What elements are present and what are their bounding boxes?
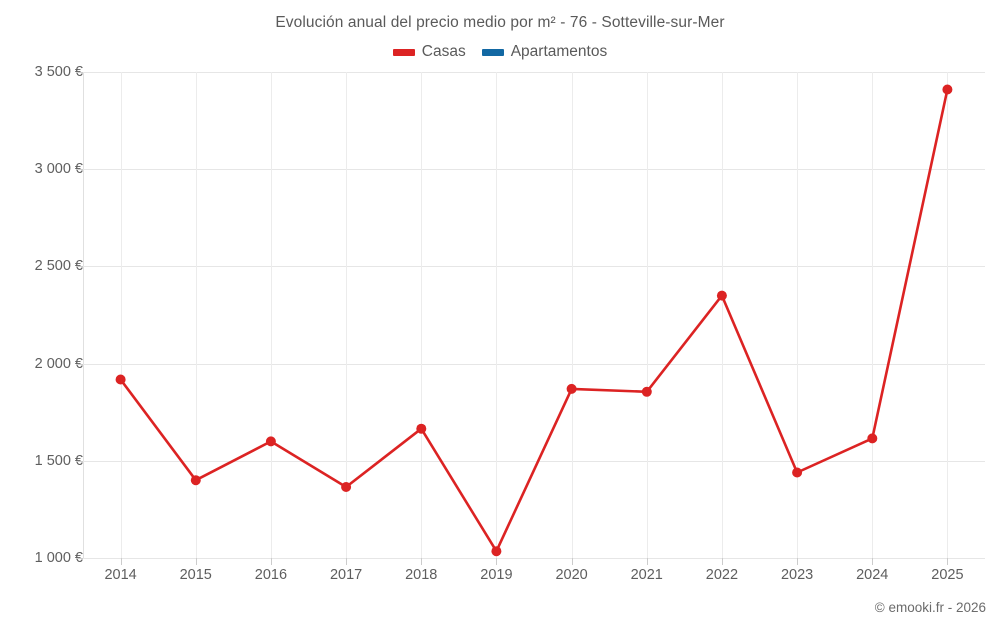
y-tick-label: 2 500 € <box>34 258 83 275</box>
x-gridline <box>496 72 498 558</box>
x-tick-mark <box>571 558 573 565</box>
x-tick-mark <box>872 558 874 565</box>
data-point[interactable] <box>491 546 502 557</box>
data-point[interactable] <box>115 374 126 385</box>
x-tick-mark <box>346 558 348 565</box>
x-gridline <box>270 72 272 558</box>
x-tick-mark <box>270 558 272 565</box>
y-tick-mark <box>76 363 83 365</box>
y-tick-mark <box>76 169 83 171</box>
y-tick-label: 1 000 € <box>34 550 83 566</box>
x-gridline <box>346 72 348 558</box>
x-tick-mark <box>797 558 799 565</box>
x-tick-label: 2019 <box>480 567 513 583</box>
data-point[interactable] <box>792 467 803 478</box>
y-gridline <box>83 169 985 171</box>
y-tick-mark <box>76 460 83 462</box>
x-tick-label: 2015 <box>179 567 212 583</box>
x-tick-label: 2025 <box>931 567 964 583</box>
x-gridline <box>646 72 648 558</box>
y-gridline <box>83 558 985 559</box>
footer-credit: © emooki.fr - 2026 <box>874 600 986 615</box>
x-tick-mark <box>195 558 197 565</box>
y-gridline <box>83 460 985 462</box>
x-tick-mark <box>496 558 498 565</box>
x-gridline <box>571 72 573 558</box>
chart-title: Evolución anual del precio medio por m² … <box>275 14 725 31</box>
y-tick-label: 3 500 € <box>34 64 83 80</box>
x-tick-label: 2024 <box>856 567 889 583</box>
data-point[interactable] <box>641 386 652 397</box>
y-gridline <box>83 363 985 365</box>
x-gridline <box>195 72 197 558</box>
x-tick-label: 2021 <box>630 567 663 583</box>
x-gridline <box>947 72 949 558</box>
data-point[interactable] <box>416 423 427 434</box>
x-tick-mark <box>421 558 423 565</box>
legend-item-apartamentos[interactable]: Apartamentos <box>481 43 608 61</box>
y-tick-label: 1 500 € <box>34 452 83 469</box>
x-tick-label: 2017 <box>329 567 363 583</box>
y-tick-mark <box>76 558 83 559</box>
y-gridline <box>83 266 985 268</box>
y-tick-mark <box>76 266 83 268</box>
x-tick-label: 2018 <box>405 567 438 583</box>
data-point[interactable] <box>341 482 352 492</box>
legend-item-casas[interactable]: Casas <box>392 43 466 61</box>
y-axis: 1 000 € 1 500 € 2 000 € 2 500 € 3 000 € 3 500… <box>0 0 83 625</box>
y-gridline <box>83 72 985 73</box>
data-point[interactable] <box>190 475 201 486</box>
data-point[interactable] <box>265 436 276 447</box>
x-gridline <box>421 72 423 558</box>
y-tick-label: 3 000 € <box>34 161 83 178</box>
x-gridline <box>120 72 122 558</box>
y-tick-mark <box>76 72 83 73</box>
x-tick-mark <box>646 558 648 565</box>
x-tick-label: 2014 <box>104 567 137 583</box>
x-tick-mark <box>120 558 122 565</box>
legend-label-casas: Casas <box>421 43 466 60</box>
legend-label-apartamentos: Apartamentos <box>510 43 608 60</box>
x-tick-mark <box>721 558 723 565</box>
plot-area <box>83 72 985 559</box>
series-line-casas <box>119 88 949 553</box>
data-point[interactable] <box>716 290 727 301</box>
data-point[interactable] <box>566 383 577 394</box>
x-tick-mark <box>947 558 949 565</box>
data-point[interactable] <box>867 433 878 444</box>
x-tick-label: 2016 <box>254 567 288 583</box>
data-point[interactable] <box>942 84 953 95</box>
chart-legend: Casas Apartamentos <box>0 43 1000 61</box>
y-tick-label: 2 000 € <box>34 355 83 372</box>
legend-swatch-casas <box>392 48 415 56</box>
y-axis-line <box>83 72 84 558</box>
x-tick-label: 2023 <box>780 567 814 583</box>
legend-swatch-apartamentos <box>481 48 504 56</box>
x-gridline <box>797 72 799 558</box>
x-tick-label: 2022 <box>705 567 739 583</box>
x-tick-label: 2020 <box>555 567 588 583</box>
x-gridline <box>872 72 874 558</box>
x-gridline <box>721 72 723 558</box>
